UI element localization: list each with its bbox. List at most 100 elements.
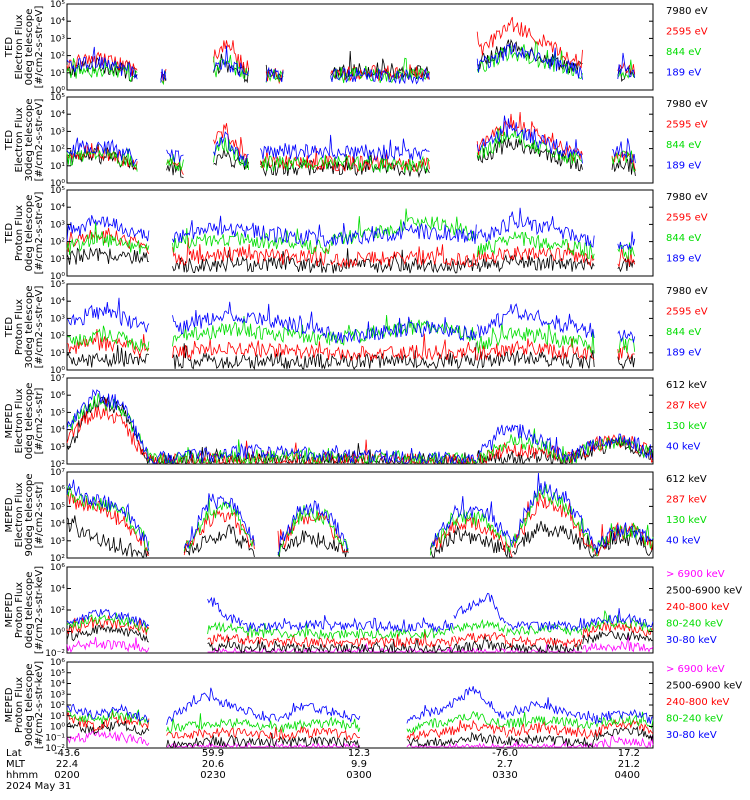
series-844-ev-line (66, 208, 636, 260)
y-tick-label: 10³ (50, 537, 65, 547)
mlt-value-3: 2.7 (497, 759, 513, 770)
legend-entry-1: > 6900 keV (666, 569, 725, 580)
y-axis-label-line-1: MEPED (4, 592, 15, 627)
y-tick-label: 10⁰ (50, 723, 65, 733)
footer-date-label: 2024 May 31 (6, 781, 71, 792)
panel-frame (66, 661, 654, 749)
series-2595-ev-line (66, 16, 636, 85)
legend-entry-4: 189 eV (666, 253, 701, 264)
y-axis-label-line-4: [#/cm2-s-str-eV] (34, 99, 45, 182)
y-axis-label-line-2: Proton Flux (14, 205, 25, 261)
y-tick-label: 10¹ (50, 349, 65, 359)
legend-entry-2: 2595 eV (666, 119, 708, 130)
y-tick-label: 10⁴ (50, 17, 65, 27)
footer-row-label-hhmm: hhmm (6, 770, 38, 781)
y-tick-label: 10⁴ (50, 203, 65, 213)
y-tick-label: 10⁴ (50, 297, 65, 307)
legend-entry-4: 189 eV (666, 160, 701, 171)
legend-entry-3: 130 keV (666, 515, 707, 526)
y-axis-label-line-4: [#/cm2-s-str-eV] (34, 192, 45, 275)
series-240-800-kev-line (66, 615, 654, 648)
series-287-kev-line (66, 398, 654, 465)
series-80-240-kev-line (66, 708, 654, 734)
y-axis-label-line-4: [#/cm2-s-str-eV] (34, 286, 45, 369)
y-tick-label: 10² (50, 554, 65, 564)
legend-entry-1: > 6900 keV (666, 664, 725, 675)
hhmm-value-2: 0300 (346, 770, 371, 781)
y-tick-label: 10⁴ (50, 426, 65, 436)
hhmm-value-3: 0330 (492, 770, 517, 781)
legend-entry-3: 130 keV (666, 421, 707, 432)
y-axis-label-line-1: TED (4, 37, 15, 58)
y-tick-label: 10¹ (50, 69, 65, 79)
y-tick-label: 10² (50, 145, 65, 155)
y-tick-label: 10² (50, 606, 65, 616)
panel-frame (66, 283, 654, 371)
y-axis-label-line-1: TED (4, 130, 15, 151)
y-axis-label-line-4: [#/cm2-s-str-keV] (34, 661, 45, 749)
panel-frame (66, 471, 654, 559)
panel-frame (66, 377, 654, 465)
legend-entry-4: 40 keV (666, 535, 700, 546)
legend-entry-2: 2595 eV (666, 26, 708, 37)
series-7980-ev-line (66, 342, 636, 370)
y-tick-label: 10² (50, 52, 65, 62)
legend-entry-1: 7980 eV (666, 192, 708, 203)
y-tick-label: 10⁻¹ (45, 733, 65, 743)
y-tick-label: 10⁶ (50, 563, 65, 573)
panel-frame (66, 3, 654, 91)
legend-entry-2: 287 keV (666, 400, 707, 411)
legend-entry-5: 30-80 keV (666, 635, 717, 646)
series-2500-6900-kev-line (66, 623, 654, 654)
legend-entry-3: 844 eV (666, 233, 701, 244)
y-axis-label-line-4: [#/cm2-s-str] (34, 387, 45, 454)
y-tick-label: 10¹ (50, 712, 65, 722)
y-axis-label-line-2: Electron Flux (14, 14, 25, 79)
panel-frame (66, 189, 654, 277)
lat-value-3: -76.0 (492, 748, 518, 759)
y-tick-label: 10¹ (50, 162, 65, 172)
y-tick-label: 10³ (50, 690, 65, 700)
y-tick-label: 10⁶ (50, 485, 65, 495)
legend-entry-1: 7980 eV (666, 286, 708, 297)
y-tick-label: 10⁵ (50, 280, 65, 290)
series-2595-ev-line (66, 111, 636, 175)
y-axis-label-line-3: 0deg telescope (24, 9, 35, 86)
lat-value-1: 59.9 (202, 748, 224, 759)
panel-frame (66, 96, 654, 184)
y-tick-label: 10⁴ (50, 110, 65, 120)
legend-entry-2: 2595 eV (666, 212, 708, 223)
y-tick-label: 10³ (50, 443, 65, 453)
y-axis-label-line-2: Electron Flux (14, 388, 25, 453)
y-axis-label-line-3: 0deg telescope (24, 195, 35, 272)
series-30-80-kev-line (66, 686, 654, 725)
y-axis-label-line-2: Electron Flux (14, 482, 25, 547)
y-tick-label: 10⁴ (50, 680, 65, 690)
y-tick-label: 10² (50, 460, 65, 470)
panel-6: 10² 10³ 10⁴ 10⁵ 10⁶ 10⁷ MEPED Electron Flux 90de… (4, 468, 707, 564)
footer-row-label-mlt: MLT (6, 759, 26, 770)
lat-value-2: 12.3 (348, 748, 370, 759)
y-tick-label: 10⁴ (50, 585, 65, 595)
series-40-kev-line (66, 472, 654, 556)
panel-frame (66, 566, 654, 654)
mlt-value-0: 22.4 (56, 759, 78, 770)
series-80-240-kev-line (66, 610, 654, 641)
legend-entry-2: 2595 eV (666, 306, 708, 317)
panel-2: 10⁰ 10¹ 10² 10³ 10⁴ 10⁵ TED Electron Flux 30deg … (4, 93, 708, 189)
y-tick-label: 10⁰ (50, 179, 65, 189)
y-tick-label: 10⁵ (50, 408, 65, 418)
series-2595-ev-line (66, 227, 636, 269)
y-tick-label: 10³ (50, 314, 65, 324)
y-tick-label: 10⁵ (50, 669, 65, 679)
y-tick-label: 10⁻² (45, 744, 65, 754)
series--6900-kev-line (66, 634, 654, 654)
series-844-ev-line (66, 125, 636, 174)
y-axis-label-line-2: Proton Flux (14, 582, 25, 638)
panel-5: 10² 10³ 10⁴ 10⁵ 10⁶ 10⁷ MEPED Electron Flux 0deg… (4, 374, 707, 470)
panel-7: 10⁻² 10⁰ 10² 10⁴ 10⁶ MEPED Proton Flux 0deg tel… (4, 563, 742, 659)
legend-entry-3: 240-800 keV (666, 602, 730, 613)
series-2595-ev-line (66, 328, 635, 362)
legend-entry-3: 844 eV (666, 140, 701, 151)
